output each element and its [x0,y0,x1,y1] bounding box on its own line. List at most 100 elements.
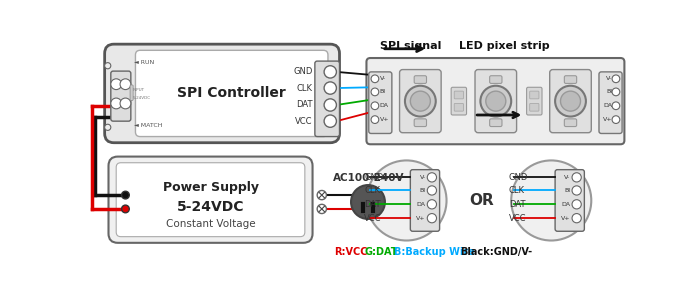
Circle shape [410,91,430,111]
Text: ◄ RUN: ◄ RUN [134,60,154,65]
Circle shape [405,86,435,116]
Circle shape [120,79,131,90]
FancyBboxPatch shape [454,103,463,111]
FancyBboxPatch shape [564,76,577,84]
Circle shape [371,116,379,123]
FancyBboxPatch shape [490,76,502,84]
Circle shape [427,173,437,182]
Text: DA: DA [603,103,612,108]
Circle shape [367,160,447,240]
Text: CLK: CLK [509,186,525,195]
Circle shape [324,99,337,111]
FancyBboxPatch shape [599,72,622,134]
Circle shape [555,86,586,116]
Text: B:Backup Wire: B:Backup Wire [394,247,475,257]
Text: DAT: DAT [509,200,526,209]
Text: 5-24VDC: 5-24VDC [132,96,150,100]
FancyBboxPatch shape [108,157,312,243]
Text: G:DAT: G:DAT [364,247,398,257]
FancyBboxPatch shape [530,103,539,111]
Text: LED pixel strip: LED pixel strip [459,41,550,51]
Text: ◄ MATCH: ◄ MATCH [134,123,162,128]
Circle shape [612,116,620,123]
Circle shape [105,124,111,130]
FancyBboxPatch shape [130,85,133,100]
FancyBboxPatch shape [367,58,624,144]
FancyBboxPatch shape [550,70,592,133]
Text: DA: DA [416,202,426,207]
Circle shape [572,200,581,209]
Text: R:VCC: R:VCC [334,247,368,257]
Text: V+: V+ [561,216,570,221]
Circle shape [324,66,337,78]
FancyBboxPatch shape [490,119,502,127]
Circle shape [561,91,580,111]
FancyBboxPatch shape [414,119,426,127]
FancyBboxPatch shape [111,71,131,121]
Circle shape [486,91,506,111]
Circle shape [111,98,122,109]
FancyBboxPatch shape [475,70,517,133]
FancyBboxPatch shape [454,91,463,99]
Circle shape [480,86,511,116]
Circle shape [324,82,337,94]
Text: V-: V- [419,175,426,180]
Text: V+: V+ [603,117,612,122]
FancyBboxPatch shape [414,76,426,84]
Text: BI: BI [379,89,386,94]
FancyBboxPatch shape [564,119,577,127]
FancyBboxPatch shape [135,50,328,136]
Circle shape [612,102,620,110]
Circle shape [317,191,326,200]
Circle shape [572,173,581,182]
FancyBboxPatch shape [315,61,340,136]
Circle shape [612,88,620,96]
FancyBboxPatch shape [410,170,440,231]
Text: V+: V+ [379,117,389,122]
Circle shape [427,186,437,195]
Text: CLK: CLK [297,84,312,93]
Text: Black:GND/V-: Black:GND/V- [460,247,532,257]
Text: V-: V- [564,175,570,180]
Circle shape [371,75,379,83]
Text: SPI signal: SPI signal [380,41,442,51]
Text: AC100-240V: AC100-240V [333,173,405,183]
Text: DA: DA [379,103,389,108]
Text: BI: BI [606,89,612,94]
Text: CLK: CLK [364,186,380,195]
Circle shape [511,160,592,240]
Circle shape [317,204,326,214]
Circle shape [351,185,385,219]
Text: OR: OR [470,193,494,208]
Circle shape [324,115,337,127]
FancyBboxPatch shape [555,170,584,231]
Text: GND: GND [293,68,312,76]
FancyBboxPatch shape [369,72,392,134]
FancyBboxPatch shape [400,70,441,133]
Circle shape [105,63,111,69]
Circle shape [572,186,581,195]
Text: DA: DA [561,202,570,207]
Text: VCC: VCC [295,117,312,126]
FancyBboxPatch shape [526,87,542,115]
Text: DAT: DAT [364,200,381,209]
FancyBboxPatch shape [452,87,466,115]
Circle shape [371,102,379,110]
Text: V-: V- [606,76,612,81]
Circle shape [122,205,130,213]
Circle shape [120,98,131,109]
Text: Constant Voltage: Constant Voltage [166,219,256,229]
Text: DAT: DAT [296,100,312,109]
Text: GND: GND [364,173,384,182]
Text: GND: GND [509,173,528,182]
Circle shape [572,214,581,223]
Text: V+: V+ [416,216,426,221]
Text: Power Supply: Power Supply [162,181,258,194]
Text: VCC: VCC [509,214,526,223]
FancyBboxPatch shape [530,91,539,99]
Circle shape [427,200,437,209]
Circle shape [612,75,620,83]
Text: V-: V- [379,76,386,81]
Text: BI: BI [564,188,570,193]
Text: INPUT: INPUT [132,88,144,92]
